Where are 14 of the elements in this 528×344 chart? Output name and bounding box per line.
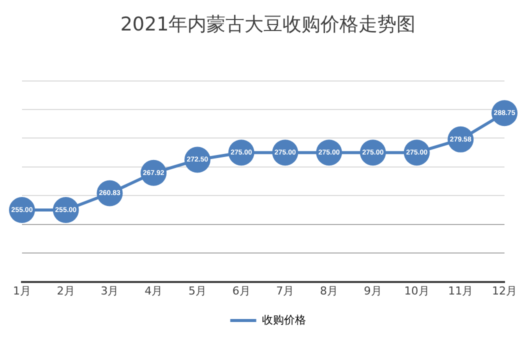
x-tick-label: 6月 bbox=[232, 284, 250, 298]
x-tick-label: 10月 bbox=[404, 284, 430, 298]
x-tick-label: 1月 bbox=[13, 284, 31, 298]
x-tick-label: 8月 bbox=[320, 284, 338, 298]
x-tick-label: 4月 bbox=[144, 284, 163, 298]
x-tick-label: 2月 bbox=[56, 284, 75, 298]
x-tick-label: 5月 bbox=[188, 284, 206, 298]
chart-title: 2021年内蒙古大豆收购价格走势图 bbox=[120, 13, 416, 36]
x-tick-label: 11月 bbox=[448, 284, 474, 298]
x-tick-label: 12月 bbox=[492, 284, 517, 298]
legend-label: 收购价格 bbox=[262, 313, 306, 326]
x-tick-label: 7月 bbox=[276, 284, 294, 298]
x-tick-label: 3月 bbox=[100, 284, 119, 298]
x-tick-label: 9月 bbox=[364, 284, 382, 298]
